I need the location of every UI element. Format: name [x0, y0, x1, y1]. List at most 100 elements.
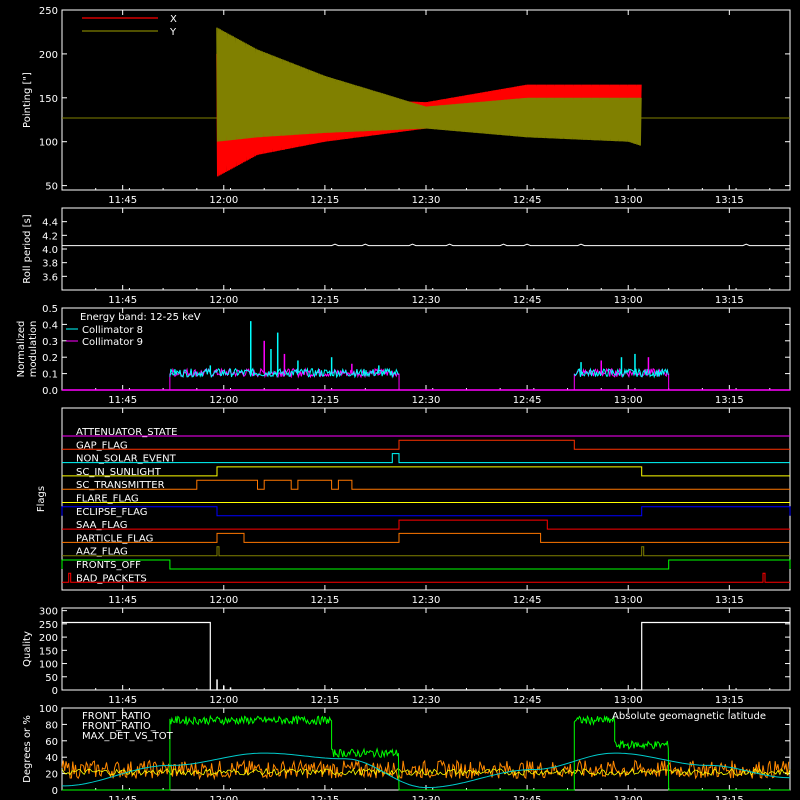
- x-tick-label: 13:00: [614, 295, 643, 306]
- flag-line-non-solar-event: [62, 453, 790, 464]
- x-tick-label: 12:45: [513, 295, 542, 306]
- series-y-trace: [216, 27, 642, 146]
- y-tick-label: 0.3: [42, 337, 58, 348]
- quality-panel: 11:45 12:00 12:15 12:30 12:45 13:00 13:15 Quali…: [22, 607, 791, 706]
- legend-label-collimator-9: Collimator 9: [82, 337, 143, 348]
- x-tick-label: 12:45: [513, 595, 542, 606]
- x-tick-label: 12:30: [412, 695, 441, 706]
- legend: XY: [82, 14, 177, 38]
- x-tick-label: 13:15: [715, 795, 744, 800]
- y-tick-label: 4.0: [42, 245, 58, 256]
- y-tick-label: 150: [39, 94, 58, 105]
- flag-label-gap-flag: GAP_FLAG: [76, 440, 128, 451]
- y-tick-label: 0.4: [42, 320, 58, 331]
- y-tick-label: 100: [39, 704, 58, 715]
- flag-label-particle-flag: PARTICLE_FLAG: [76, 533, 153, 544]
- y-tick-label: 250: [39, 6, 58, 17]
- x-tick-label: 13:00: [614, 595, 643, 606]
- x-tick-label: 13:15: [715, 395, 744, 406]
- x-tick-label: 11:45: [108, 595, 137, 606]
- y-tick-label: 50: [45, 182, 58, 193]
- flag-label-eclipse-flag: ECLIPSE_FLAG: [76, 507, 147, 518]
- x-tick-label: 13:15: [715, 195, 744, 206]
- y-tick-label: 250: [39, 620, 58, 631]
- y-tick-label: 4.4: [42, 218, 58, 229]
- legend-label-collimator-8: Collimator 8: [82, 325, 143, 336]
- flag-line-bad-packets: [62, 572, 790, 583]
- x-tick-label: 12:30: [412, 195, 441, 206]
- y-tick-label: 300: [39, 607, 58, 618]
- x-tick-label: 13:15: [715, 695, 744, 706]
- x-tick-label: 12:15: [310, 395, 339, 406]
- x-tick-label: 12:30: [412, 295, 441, 306]
- x-tick-label: 11:45: [108, 795, 137, 800]
- y-tick-label: 0.1: [42, 370, 58, 381]
- flag-label-aaz-flag: AAZ_FLAG: [76, 547, 128, 558]
- x-tick-label: 12:15: [310, 695, 339, 706]
- y-tick-label: 80: [45, 720, 58, 731]
- energy-band-annotation: Energy band: 12-25 keV: [80, 312, 201, 323]
- legend-label-front-ratio: FRONT_RATIO: [82, 711, 151, 722]
- plot-frame: [61, 607, 791, 691]
- y-axis-label: Quality: [22, 631, 33, 667]
- x-tick-label: 13:15: [715, 595, 744, 606]
- modulation-trace: [169, 367, 399, 379]
- x-tick-label: 12:45: [513, 695, 542, 706]
- flag-line-eclipse-flag: [61, 506, 791, 517]
- roll-period-line: [62, 243, 790, 247]
- y-tick-label: 0: [52, 786, 58, 797]
- y-tick-label: 0.5: [42, 304, 58, 315]
- legend-label-x: X: [170, 14, 177, 25]
- pointing-panel: 11:45 12:00 12:15 12:30 12:45 13:00 13:15 Point…: [22, 6, 791, 206]
- flag-line-particle-flag: [62, 532, 790, 543]
- flag-label-bad-packets: BAD_PACKETS: [76, 573, 147, 584]
- flags-panel: 11:45 12:00 12:15 12:30 12:45 13:00 13:15 Flags…: [36, 407, 791, 606]
- x-tick-label: 12:00: [209, 395, 238, 406]
- x-tick-label: 12:00: [209, 695, 238, 706]
- y-tick-label: 150: [39, 646, 58, 657]
- flag-line-aaz-flag: [62, 546, 790, 557]
- x-tick-label: 12:45: [513, 195, 542, 206]
- x-tick-label: 12:00: [209, 595, 238, 606]
- y-tick-label: 200: [39, 50, 58, 61]
- y-axis-label: Flags: [36, 486, 47, 512]
- x-tick-label: 12:30: [412, 395, 441, 406]
- x-tick-label: 13:00: [614, 795, 643, 800]
- x-tick-label: 13:00: [614, 195, 643, 206]
- plot-frame: [61, 207, 791, 291]
- y-tick-label: 0: [52, 686, 58, 697]
- flag-label-sc-in-sunlight: SC_IN_SUNLIGHT: [76, 467, 162, 478]
- flag-label-flare-flag: FLARE_FLAG: [76, 494, 139, 505]
- x-tick-label: 12:15: [310, 295, 339, 306]
- legend-label-max-det-vs-tot: MAX_DET_VS_TOT: [82, 731, 174, 742]
- flag-label-fronts-off: FRONTS_OFF: [76, 560, 141, 571]
- y-tick-label: 40: [45, 753, 58, 764]
- legend-label-front-ratio-2: FRONT_RATIO_: [82, 721, 157, 732]
- y-axis-label: Normalized: [16, 321, 27, 378]
- x-tick-label: 13:00: [614, 695, 643, 706]
- quality-line: [62, 621, 790, 691]
- flag-line-fronts-off: [61, 559, 791, 570]
- roll-period-panel: 11:45 12:00 12:15 12:30 12:45 13:00 13:15 Roll …: [22, 207, 791, 306]
- x-tick-label: 11:45: [108, 295, 137, 306]
- x-tick-label: 12:30: [412, 595, 441, 606]
- flag-label-sc-transmitter: SC_TRANSMITTER: [76, 480, 165, 491]
- y-tick-label: 20: [45, 770, 58, 781]
- x-tick-label: 11:45: [108, 195, 137, 206]
- flag-line-sc-transmitter: [62, 479, 790, 490]
- x-tick-label: 12:45: [513, 795, 542, 800]
- x-tick-label: 11:45: [108, 695, 137, 706]
- y-tick-label: 0.2: [42, 353, 58, 364]
- flag-label-non-solar-event: NON_SOLAR_EVENT: [76, 454, 177, 465]
- legend-label-y: Y: [169, 27, 177, 38]
- x-tick-label: 12:45: [513, 395, 542, 406]
- x-tick-label: 12:15: [310, 795, 339, 800]
- x-tick-label: 11:45: [108, 395, 137, 406]
- y-tick-label: 0.0: [42, 386, 58, 397]
- y-axis-label: Pointing ["]: [22, 72, 33, 128]
- x-tick-label: 12:00: [209, 795, 238, 800]
- x-tick-label: 12:00: [209, 195, 238, 206]
- y-axis-label: modulation: [28, 321, 39, 378]
- y-tick-label: 4.2: [42, 231, 58, 242]
